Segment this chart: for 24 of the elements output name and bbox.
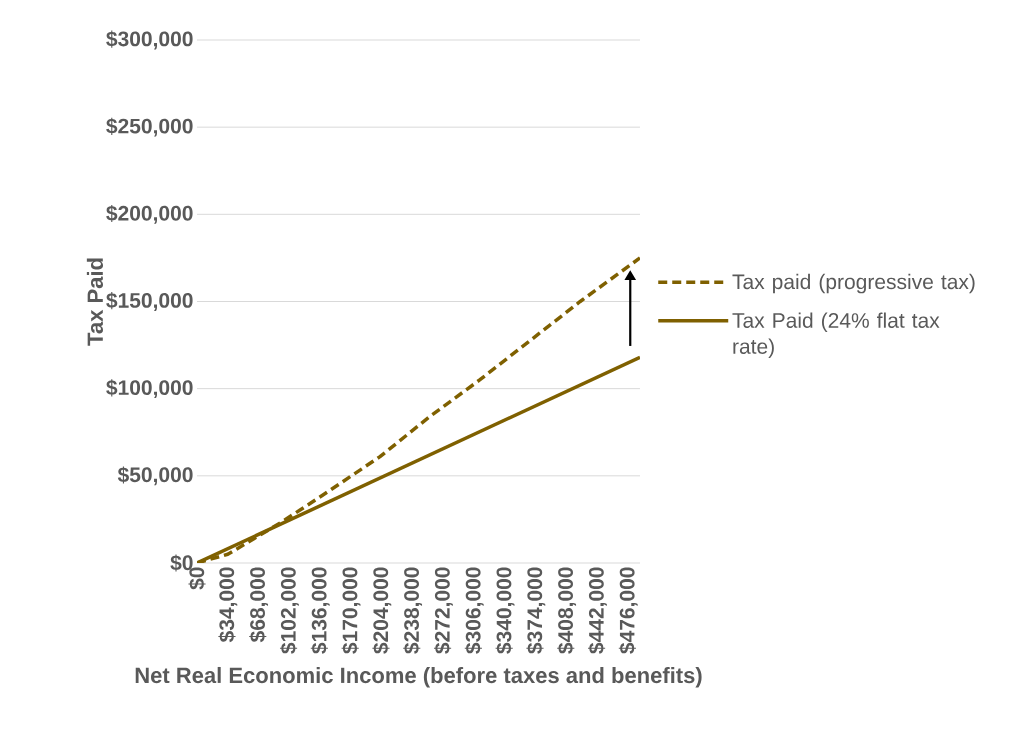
- y-tick-label: $200,000: [106, 204, 193, 224]
- x-tick-label: $476,000: [618, 567, 638, 654]
- x-tick-label: $34,000: [218, 567, 238, 643]
- x-axis-title: Net Real Economic Income (before taxes and benefits): [135, 666, 702, 688]
- y-tick-label: $250,000: [106, 117, 193, 137]
- x-tick-label: $442,000: [588, 567, 607, 654]
- x-tick-label: $102,000: [279, 567, 299, 654]
- y-tick-label: $300,000: [106, 30, 193, 50]
- x-tick-label: $272,000: [433, 567, 453, 654]
- x-tick-label: $340,000: [495, 567, 515, 654]
- legend-label: Tax paid (progressive tax): [732, 273, 975, 294]
- x-tick-label: $136,000: [310, 567, 330, 654]
- x-tick-label: $374,000: [526, 567, 546, 654]
- x-tick-label: $170,000: [341, 567, 361, 654]
- y-tick-label: $100,000: [106, 379, 193, 399]
- legend-label: Tax Paid (24% flat tax rate): [732, 312, 940, 359]
- y-tick-label: $150,000: [106, 292, 193, 311]
- x-tick-label: $68,000: [249, 567, 269, 643]
- x-tick-label: $408,000: [557, 567, 577, 654]
- x-tick-label: $306,000: [464, 567, 484, 654]
- y-tick-label: $50,000: [117, 466, 193, 486]
- x-tick-label: $238,000: [403, 567, 423, 654]
- y-axis-title: Tax Paid: [86, 258, 104, 346]
- x-tick-label: $204,000: [372, 567, 392, 654]
